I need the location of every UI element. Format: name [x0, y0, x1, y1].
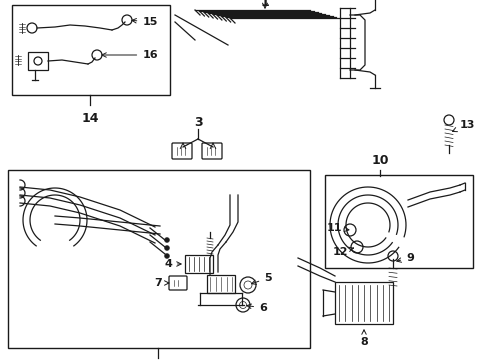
Circle shape — [165, 246, 170, 251]
Bar — [12, 5, 170, 95]
Text: 10: 10 — [371, 154, 389, 167]
Text: 4: 4 — [164, 259, 181, 269]
Bar — [207, 275, 235, 293]
Text: 8: 8 — [360, 330, 368, 347]
Bar — [28, 52, 48, 70]
Text: 9: 9 — [397, 253, 414, 263]
Circle shape — [165, 253, 170, 258]
Text: 6: 6 — [247, 303, 267, 313]
Bar — [8, 170, 310, 348]
Text: 11: 11 — [326, 223, 349, 233]
Text: 5: 5 — [252, 273, 272, 284]
Text: 1: 1 — [261, 0, 270, 9]
Circle shape — [165, 238, 170, 243]
Text: 7: 7 — [154, 278, 169, 288]
Text: 12: 12 — [332, 247, 353, 257]
Text: 15: 15 — [132, 17, 158, 27]
Text: 16: 16 — [102, 50, 158, 60]
Bar — [185, 255, 213, 273]
Text: 13: 13 — [453, 120, 475, 132]
Bar — [335, 282, 393, 324]
Bar — [325, 175, 473, 268]
Text: 3: 3 — [194, 117, 202, 130]
Text: 14: 14 — [81, 112, 99, 125]
